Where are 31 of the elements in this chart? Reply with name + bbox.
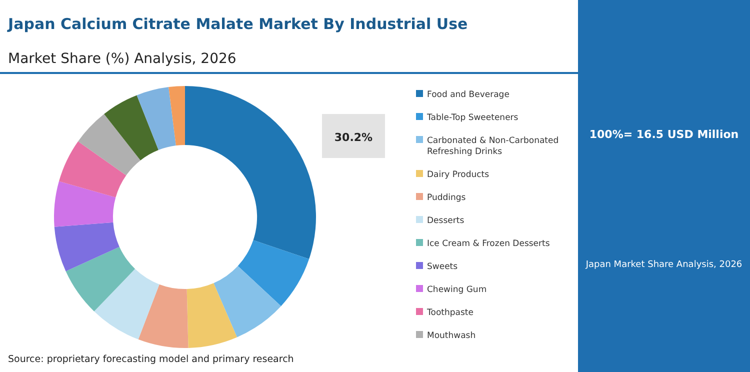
legend-label: Carbonated & Non-Carbonated Refreshing Drinks — [427, 136, 559, 157]
donut-slice — [54, 222, 120, 272]
donut-slice — [186, 283, 238, 348]
chart-subtitle: Market Share (%) Analysis, 2026 — [8, 51, 236, 67]
legend-label: Sweets — [427, 262, 458, 272]
text: Japan Market Share Analysis, 2026 — [584, 260, 742, 270]
legend-label: Puddings — [427, 193, 466, 203]
donut-slice — [238, 240, 310, 306]
legend-label: Food and Beverage — [427, 90, 510, 100]
source-note: Source: proprietary forecasting model and primary research — [8, 354, 294, 365]
legend-label: Desserts — [427, 216, 465, 226]
donut-slice — [54, 181, 116, 227]
donut-slice — [168, 86, 185, 146]
legend-label: Ice Cream & Frozen Desserts — [427, 239, 550, 249]
legend-label: Table-Top Sweeteners — [426, 113, 519, 123]
chart-title: Japan Calcium Citrate Malate Market By Industrial Use — [7, 15, 468, 33]
donut-slice — [136, 87, 176, 150]
legend-label: Chewing Gum — [427, 285, 487, 295]
donut-slice — [185, 86, 316, 260]
donut-slice — [104, 95, 158, 160]
legend-label: Toothpaste — [426, 308, 474, 318]
donut-slice — [138, 284, 188, 348]
donut-slice — [78, 114, 140, 176]
legend-label: Dairy Products — [427, 170, 490, 180]
text: 100%= 16.5 USD Million — [589, 128, 739, 141]
legend-label: Mouthwash — [427, 331, 476, 341]
donut-slice — [214, 266, 282, 338]
data-label: 30.2% — [334, 131, 373, 144]
donut-slice — [94, 268, 160, 340]
donut-slice — [66, 246, 136, 312]
donut-slice — [58, 141, 126, 198]
